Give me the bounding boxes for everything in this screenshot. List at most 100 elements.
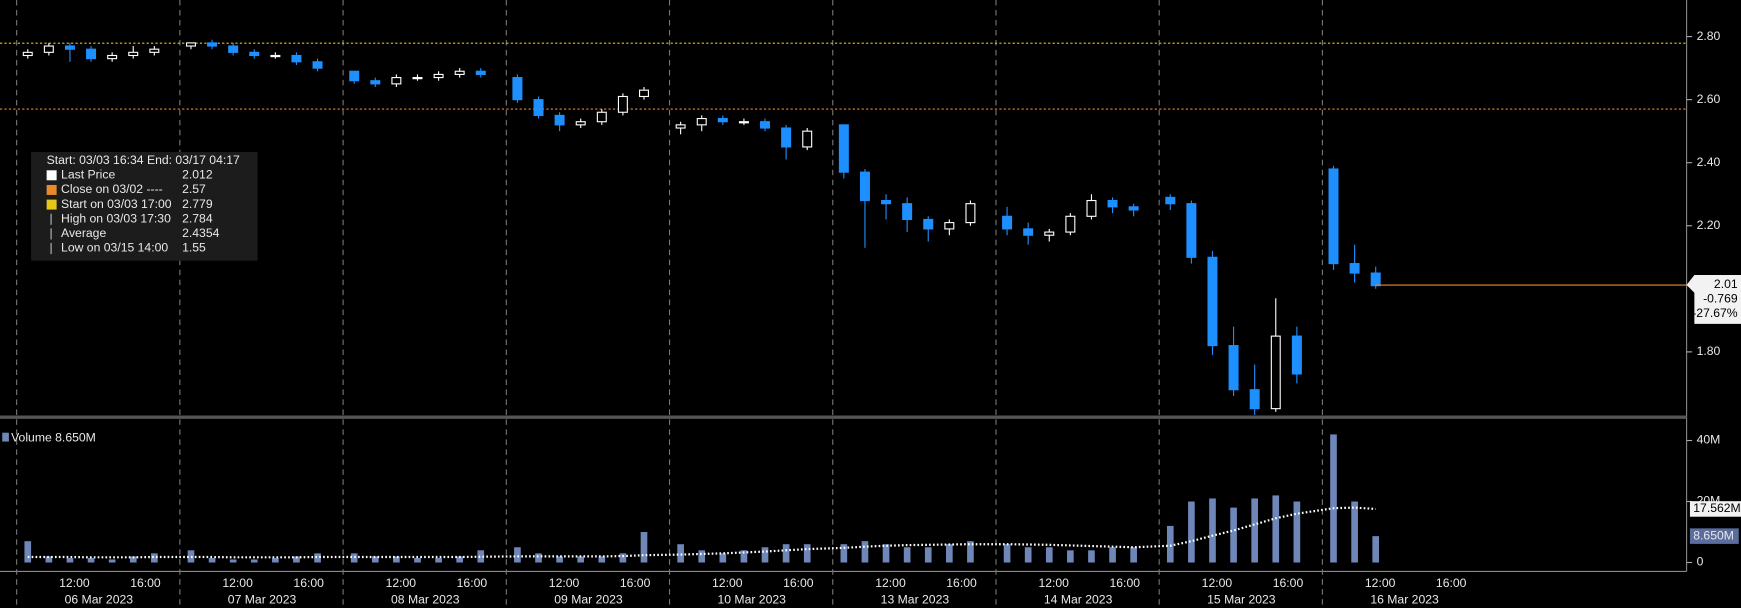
volume-bar xyxy=(719,553,727,563)
candle-body xyxy=(533,99,544,116)
candle-body xyxy=(1065,215,1076,233)
volume-bar xyxy=(535,553,542,563)
volume-bar xyxy=(1045,547,1053,563)
volume-bar xyxy=(66,557,74,563)
candle-body xyxy=(902,203,913,221)
legend-label: Low on 03/15 14:00 xyxy=(61,241,168,255)
x-tick-label: 16:00 xyxy=(946,576,977,590)
candle-body xyxy=(575,121,586,126)
candle-body xyxy=(128,51,139,57)
x-date-label: 06 Mar 2023 xyxy=(65,592,134,606)
candle-body xyxy=(1128,206,1139,211)
y-tick-label: 2.20 xyxy=(1697,218,1721,232)
candle-body xyxy=(1044,231,1055,236)
volume-bar xyxy=(556,556,563,563)
volume-bar xyxy=(861,541,869,563)
average-tag-box xyxy=(1689,501,1741,517)
candle-body xyxy=(185,42,196,47)
legend-label: Average xyxy=(61,226,106,240)
candle-body xyxy=(1107,199,1118,208)
volume-bar xyxy=(1372,536,1380,563)
volume-bar xyxy=(229,559,237,563)
legend-value: 2.779 xyxy=(182,197,213,211)
candle-body xyxy=(1228,345,1239,391)
volume-bar xyxy=(272,557,279,563)
volume-bar xyxy=(250,559,258,563)
volume-bar xyxy=(1088,550,1095,563)
volume-bar xyxy=(803,544,811,563)
candle-body xyxy=(881,199,892,205)
x-date-label: 07 Mar 2023 xyxy=(228,592,297,606)
volume-bar xyxy=(1209,498,1216,563)
candle-body xyxy=(1291,335,1302,375)
volume-bar xyxy=(1251,498,1259,563)
x-tick-label: 12:00 xyxy=(386,576,417,590)
x-date-label: 08 Mar 2023 xyxy=(391,592,460,606)
candle-body xyxy=(433,73,444,79)
candle-body xyxy=(22,51,33,57)
y-tick-label: 40M xyxy=(1697,433,1721,447)
volume-bar xyxy=(1188,501,1195,563)
candle-body xyxy=(923,218,934,230)
legend-label: High on 03/03 17:30 xyxy=(61,211,171,225)
volume-bar xyxy=(129,556,137,563)
x-tick-label: 12:00 xyxy=(549,576,580,590)
volume-legend-icon xyxy=(2,432,9,442)
candle-body xyxy=(86,48,97,60)
candle-body xyxy=(1086,199,1097,217)
x-tick-label: 12:00 xyxy=(1365,576,1396,590)
candle-body xyxy=(64,45,75,50)
candle-body xyxy=(43,45,54,53)
volume-bar xyxy=(882,544,890,563)
candle-body xyxy=(291,54,302,63)
volume-bar xyxy=(903,547,911,563)
y-tick-label: 0 xyxy=(1697,555,1704,569)
candle-body xyxy=(270,54,281,58)
volume-bar xyxy=(477,550,485,563)
x-tick-label: 16:00 xyxy=(293,576,324,590)
volume-bar xyxy=(393,556,400,563)
candle-body xyxy=(370,80,381,85)
candle-body xyxy=(1370,272,1381,287)
volume-tag-box xyxy=(1689,528,1739,544)
volume-bar xyxy=(435,557,442,563)
volume-bar xyxy=(967,541,974,563)
legend-box xyxy=(31,152,258,261)
candle-body xyxy=(1207,256,1218,347)
volume-bar xyxy=(924,547,932,563)
volume-bar xyxy=(1166,525,1174,563)
legend-swatch xyxy=(46,199,57,210)
last-price-tag: -27.67% xyxy=(1692,306,1738,320)
x-date-label: 14 Mar 2023 xyxy=(1044,592,1113,606)
y-tick-label: 1.80 xyxy=(1697,344,1721,358)
candle-body xyxy=(107,54,118,60)
volume-bar xyxy=(1330,434,1337,563)
volume-bar xyxy=(208,557,216,563)
candle-body xyxy=(675,124,686,129)
volume-bar xyxy=(677,544,684,563)
x-date-label: 10 Mar 2023 xyxy=(717,592,786,606)
volume-bar xyxy=(1293,501,1301,563)
volume-bar xyxy=(1230,507,1237,563)
volume-bar xyxy=(761,547,769,563)
volume-bar xyxy=(619,553,627,563)
x-date-label: 09 Mar 2023 xyxy=(554,592,623,606)
candle-body xyxy=(149,48,160,53)
candle-body xyxy=(717,118,728,123)
candle-body xyxy=(249,51,260,57)
volume-bar xyxy=(24,541,32,563)
last-price-tag: -0.769 xyxy=(1703,292,1738,306)
volume-bar xyxy=(740,550,748,563)
legend-value: 2.784 xyxy=(182,211,213,225)
candle-body xyxy=(1249,389,1260,410)
candle-body xyxy=(781,127,792,148)
candle-body xyxy=(1002,215,1013,230)
x-date-label: 16 Mar 2023 xyxy=(1370,592,1439,606)
last-price-tag: 2.01 xyxy=(1714,277,1738,291)
candle-body xyxy=(944,222,955,230)
volume-bar xyxy=(45,556,53,563)
candle-body xyxy=(454,70,465,75)
volume-bar xyxy=(1109,547,1116,563)
